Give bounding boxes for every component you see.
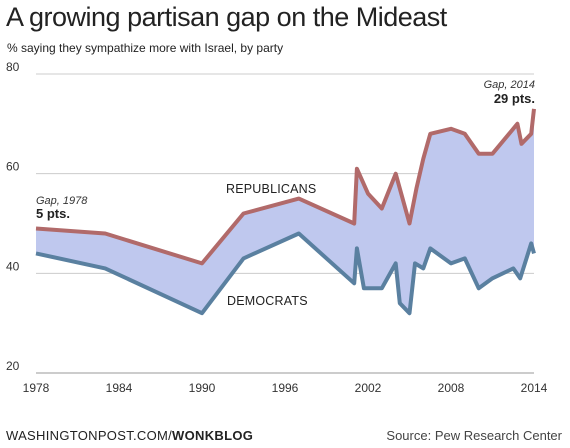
x-tick-label: 1996 <box>272 381 299 395</box>
footer-brand-bold: WONKBLOG <box>172 428 254 443</box>
x-tick-label: 1984 <box>106 381 133 395</box>
gap-area <box>36 108 534 314</box>
series-line-republicans <box>35 108 536 266</box>
annotation-gap-2014-value: 29 pts. <box>494 91 535 106</box>
chart-subtitle: % saying they sympathize more with Israe… <box>7 41 284 55</box>
x-tick-label: 1990 <box>189 381 216 395</box>
x-tick-label: 2002 <box>355 381 382 395</box>
chart-title: A growing partisan gap on the Mideast <box>6 2 447 32</box>
x-axis-ticks: 1978 1984 1990 1996 2002 2008 2014 <box>23 381 548 395</box>
annotation-gap-1978-value: 5 pts. <box>36 206 70 221</box>
footer-brand: WASHINGTONPOST.COM/WONKBLOG <box>6 428 253 443</box>
series-label-republicans: REPUBLICANS <box>226 182 316 196</box>
x-tick-label: 1978 <box>23 381 50 395</box>
x-tick-label: 2008 <box>438 381 465 395</box>
y-tick-label: 40 <box>6 259 20 273</box>
footer-source: Source: Pew Research Center <box>386 428 562 443</box>
series-line-democrats <box>35 231 536 316</box>
footer-brand-text: WASHINGTONPOST.COM/ <box>6 428 173 443</box>
y-tick-label: 20 <box>6 359 20 373</box>
annotation-gap-1978-label: Gap, 1978 <box>36 195 88 207</box>
x-tick-label: 2014 <box>521 381 548 395</box>
y-tick-label: 80 <box>6 60 20 74</box>
annotation-gap-2014-label: Gap, 2014 <box>484 79 535 91</box>
y-tick-label: 60 <box>6 160 20 174</box>
series-label-democrats: DEMOCRATS <box>227 294 308 308</box>
y-axis-ticks: 20 40 60 80 <box>6 60 20 373</box>
